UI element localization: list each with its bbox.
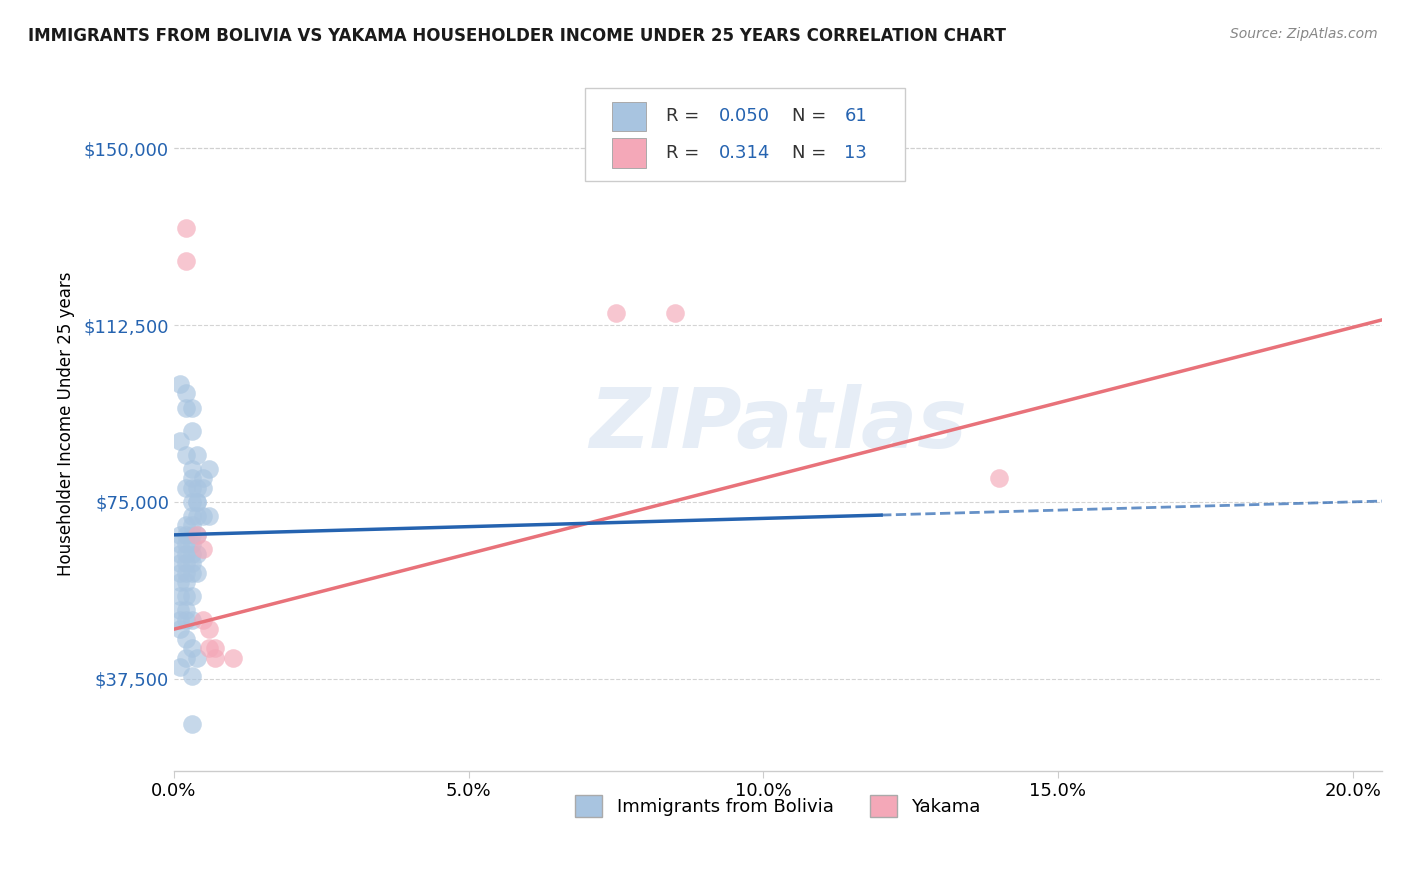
Point [169,434,191,448]
Point [180,537,202,551]
Point [193,481,215,495]
Point [169,622,191,636]
Point [180,495,202,509]
Point [180,471,202,485]
Point [169,528,191,542]
Point [174,221,197,235]
Point [174,650,197,665]
Text: ZIPatlas: ZIPatlas [589,384,967,465]
Point [169,589,191,603]
Point [169,537,191,551]
Point [180,566,202,580]
Point [204,650,226,665]
Point [169,575,191,590]
Point [186,650,208,665]
Text: N =: N = [793,144,832,162]
Point [174,518,197,533]
Point [186,547,208,561]
Point [193,542,215,557]
Point [180,462,202,476]
Point [174,481,197,495]
Point [169,547,191,561]
Point [169,566,191,580]
Point [169,556,191,570]
Point [174,254,197,268]
Point [198,622,221,636]
Point [180,481,202,495]
Point [174,556,197,570]
Point [180,589,202,603]
Point [174,547,197,561]
Point [193,509,215,524]
Point [180,509,202,524]
Point [988,471,1011,485]
FancyBboxPatch shape [613,138,647,168]
Text: R =: R = [665,144,704,162]
Point [664,306,686,320]
Point [605,306,627,320]
Point [180,547,202,561]
Point [180,669,202,683]
Point [222,650,245,665]
Legend: Immigrants from Bolivia, Yakama: Immigrants from Bolivia, Yakama [568,788,988,824]
Point [174,613,197,627]
Point [169,613,191,627]
Point [193,613,215,627]
Point [198,462,221,476]
Text: 13: 13 [845,144,868,162]
Point [186,495,208,509]
Point [180,401,202,415]
Point [204,641,226,656]
Text: R =: R = [665,107,704,125]
Point [174,566,197,580]
Text: IMMIGRANTS FROM BOLIVIA VS YAKAMA HOUSEHOLDER INCOME UNDER 25 YEARS CORRELATION : IMMIGRANTS FROM BOLIVIA VS YAKAMA HOUSEH… [28,27,1007,45]
Y-axis label: Householder Income Under 25 years: Householder Income Under 25 years [58,272,75,576]
Point [198,641,221,656]
Point [186,481,208,495]
Point [174,575,197,590]
Point [180,556,202,570]
Point [169,660,191,674]
Point [174,537,197,551]
Point [174,589,197,603]
Point [180,613,202,627]
Point [174,632,197,646]
Point [193,471,215,485]
Point [186,495,208,509]
FancyBboxPatch shape [585,87,905,181]
Point [174,386,197,401]
Point [186,566,208,580]
Text: 0.314: 0.314 [718,144,770,162]
Point [169,376,191,391]
Text: 61: 61 [845,107,868,125]
Text: Source: ZipAtlas.com: Source: ZipAtlas.com [1230,27,1378,41]
Point [186,448,208,462]
Point [180,716,202,731]
Point [180,528,202,542]
Point [169,603,191,617]
Text: 0.050: 0.050 [718,107,770,125]
Point [174,528,197,542]
FancyBboxPatch shape [613,102,647,131]
Point [174,448,197,462]
Point [180,641,202,656]
Point [186,528,208,542]
Point [198,509,221,524]
Point [174,603,197,617]
Point [180,424,202,438]
Point [186,528,208,542]
Point [180,518,202,533]
Point [186,509,208,524]
Text: N =: N = [793,107,832,125]
Point [174,401,197,415]
